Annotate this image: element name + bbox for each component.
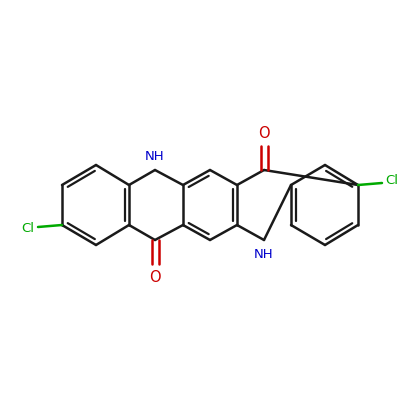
Text: O: O [149, 270, 161, 284]
Text: NH: NH [254, 248, 274, 260]
Text: NH: NH [145, 150, 165, 162]
Text: O: O [258, 126, 270, 140]
Text: Cl: Cl [386, 174, 398, 188]
Text: Cl: Cl [22, 222, 34, 236]
